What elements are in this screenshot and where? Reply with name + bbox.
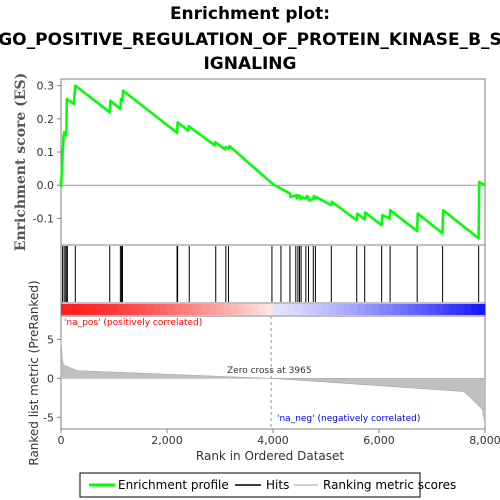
gradient-segment [456, 304, 465, 315]
gradient-segment [96, 304, 104, 315]
rank-y-axis: -5 0 5 [43, 333, 61, 424]
x-tick-label: 2,000 [151, 434, 183, 447]
gradient-segment [463, 304, 472, 315]
gradient-segment [336, 304, 345, 315]
x-tick-label: 6,000 [363, 434, 395, 447]
rank-gradient-bar [61, 304, 486, 315]
gradient-segment [301, 304, 309, 315]
rank-y-tick-label: 5 [47, 333, 54, 346]
ranking-metric-area [60, 339, 486, 426]
gradient-segment [379, 304, 387, 315]
gradient-segment [223, 304, 232, 315]
gradient-segment [350, 304, 359, 315]
rank-y-tick-label: 0 [47, 372, 54, 385]
gradient-segment [124, 304, 133, 315]
gradient-segment [82, 304, 90, 315]
gradient-segment [470, 304, 479, 315]
gradient-segment [449, 304, 458, 315]
gradient-segment [103, 304, 111, 315]
gradient-segment [75, 304, 83, 315]
gradient-segment [400, 304, 408, 315]
legend: Enrichment profile Hits Ranking metric s… [79, 472, 456, 498]
gradient-segment [386, 304, 394, 315]
gradient-segment [315, 304, 323, 315]
rank-y-tick-label: -5 [43, 411, 54, 424]
hits-group [62, 246, 480, 302]
gradient-segment [258, 304, 267, 315]
gradient-segment [435, 304, 444, 315]
gradient-segment [251, 304, 260, 315]
gradient-segment [138, 304, 147, 315]
enrichment-profile-line [59, 84, 486, 240]
rank-metric-area [60, 339, 486, 426]
gradient-segment [329, 304, 338, 315]
gradient-segment [294, 304, 302, 315]
gradient-segment [265, 304, 274, 315]
gradient-segment [167, 304, 175, 315]
es-y-tick-label: 0.3 [37, 80, 55, 93]
es-line-group [59, 84, 486, 240]
x-axis-label: Rank in Ordered Dataset [196, 449, 344, 463]
gradient-segment [188, 304, 196, 315]
x-axis: 0 2,000 4,000 6,000 8,000 [58, 429, 500, 447]
es-y-tick-label: 0.2 [37, 113, 55, 126]
gradient-segment [343, 304, 352, 315]
gradient-segment [273, 304, 281, 315]
gradient-segment [244, 304, 253, 315]
pos-label: 'na_pos' (positively correlated) [64, 318, 202, 328]
gradient-segment [287, 304, 295, 315]
title-line-2: GO_POSITIVE_REGULATION_OF_PROTEIN_KINASE… [0, 30, 500, 50]
gradient-segment [230, 304, 239, 315]
gradient-segment [61, 304, 69, 315]
gradient-segment [110, 304, 119, 315]
es-y-tick-label: 0.0 [37, 179, 55, 192]
gradient-segment [414, 304, 422, 315]
es-y-label: Enrichment score (ES) [13, 73, 29, 251]
es-y-tick-label: -0.1 [33, 212, 54, 225]
neg-label: 'na_neg' (negatively correlated) [277, 414, 420, 424]
x-tick-label: 0 [58, 434, 65, 447]
gradient-segment [280, 304, 288, 315]
gradient-segment [174, 304, 182, 315]
es-y-axis: -0.1 0.0 0.1 0.2 0.3 [33, 80, 61, 225]
gradient-segment [322, 304, 331, 315]
gradient-segment [237, 304, 246, 315]
gradient-segment [364, 304, 373, 315]
legend-enrichment-label: Enrichment profile [118, 478, 229, 492]
title-line-3: IGNALING [203, 54, 296, 74]
gradient-segment [442, 304, 451, 315]
gradient-segment [68, 304, 76, 315]
gradient-segment [209, 304, 217, 315]
x-tick-label: 8,000 [469, 434, 500, 447]
title-line-1: Enrichment plot: [170, 4, 330, 24]
gradient-segment [421, 304, 429, 315]
gradient-segment [428, 304, 437, 315]
rank-y-label: Ranked list metric (PreRanked) [27, 280, 41, 465]
gradient-segment [202, 304, 210, 315]
es-y-tick-label: 0.1 [37, 146, 55, 159]
gradient-segment [216, 304, 225, 315]
gradient-segment [393, 304, 401, 315]
es-panel-frame [60, 78, 486, 246]
x-tick-label: 4,000 [257, 434, 289, 447]
hits-panel-frame [60, 244, 486, 304]
gradient-segment [152, 304, 161, 315]
gradient-segment [195, 304, 203, 315]
gradient-segment [117, 304, 126, 315]
legend-ranking-label: Ranking metric scores [323, 478, 456, 492]
zero-cross-label: Zero cross at 3965 [227, 366, 312, 376]
gradient-segment [308, 304, 316, 315]
gradient-segment [131, 304, 140, 315]
gradient-segment [357, 304, 366, 315]
gradient-segment [181, 304, 189, 315]
legend-hits-label: Hits [266, 478, 289, 492]
gradient-segment [407, 304, 415, 315]
gradient-segment [477, 304, 486, 315]
gradient-segment [159, 304, 168, 315]
gradient-segment [89, 304, 97, 315]
gradient-segment [371, 304, 380, 315]
gradient-segment [145, 304, 154, 315]
